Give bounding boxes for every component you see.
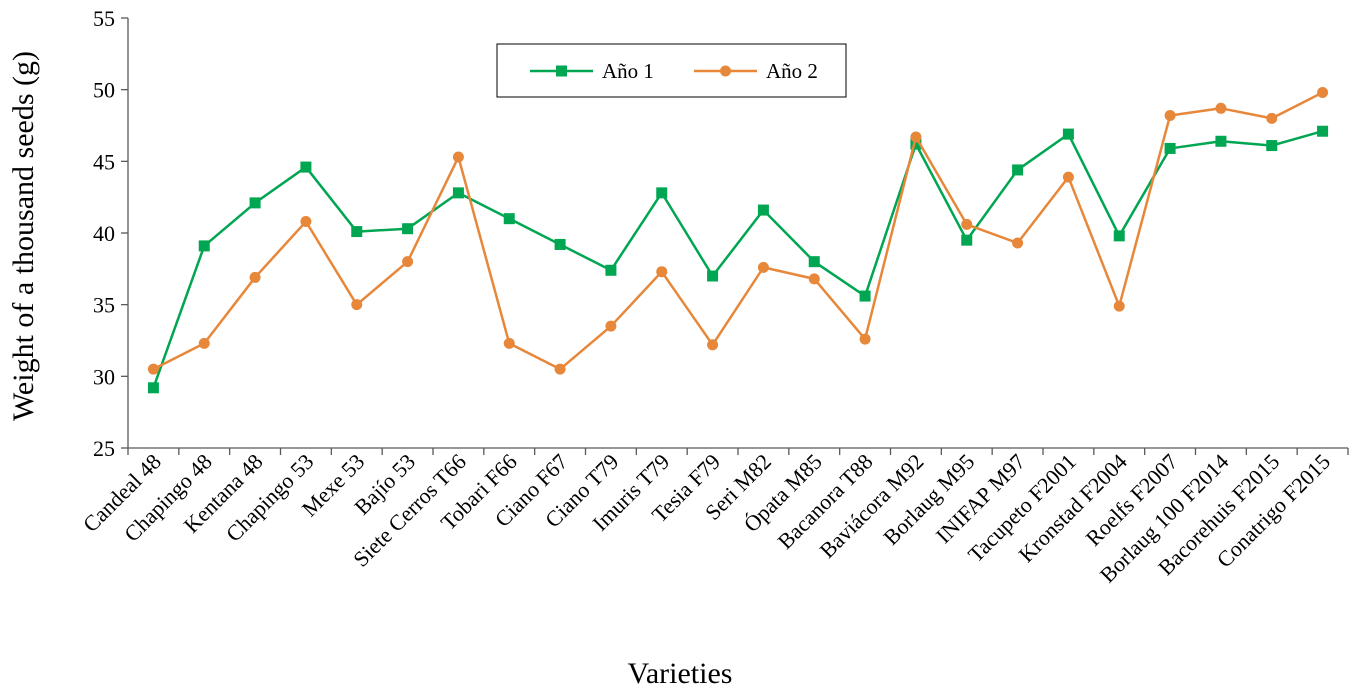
y-tick-label: 25: [93, 436, 115, 461]
data-point: [605, 264, 617, 276]
y-axis-title: Weight of a thousand seeds (g): [7, 51, 40, 421]
series-line: [152, 130, 1323, 389]
data-point: [808, 256, 820, 268]
data-point: [707, 270, 719, 282]
series-2: [147, 87, 1329, 375]
y-tick-label: 55: [93, 6, 115, 31]
data-point: [147, 382, 159, 394]
data-point: [757, 261, 769, 273]
legend-marker: [720, 65, 731, 77]
data-point: [1062, 171, 1074, 183]
data-point: [554, 363, 566, 375]
data-point: [300, 161, 312, 173]
data-point: [1266, 140, 1278, 152]
data-point: [757, 204, 769, 216]
data-point: [351, 226, 363, 238]
data-point: [859, 333, 871, 345]
data-point: [605, 320, 617, 332]
data-point: [402, 223, 414, 235]
data-point: [859, 290, 871, 302]
data-point: [1215, 102, 1227, 114]
y-tick-label: 35: [93, 293, 115, 318]
x-axis-title: Varieties: [628, 657, 733, 690]
data-point: [1164, 142, 1176, 154]
y-tick-label: 50: [93, 78, 115, 103]
data-point: [402, 256, 414, 268]
data-point: [300, 216, 312, 228]
legend: Año 1 Año 2: [496, 43, 847, 98]
data-point: [1012, 164, 1024, 176]
data-point: [198, 240, 210, 252]
y-axis: 25 30 35 40 45 50 55: [93, 6, 129, 461]
data-point: [656, 187, 668, 199]
data-point: [147, 363, 159, 375]
data-point: [1317, 125, 1329, 137]
legend-label: Año 1: [602, 59, 654, 83]
series-1: [147, 125, 1329, 394]
data-point: [1062, 128, 1074, 140]
legend-label: Año 2: [766, 59, 818, 83]
plot-area: [147, 87, 1329, 394]
data-point: [910, 138, 922, 150]
data-point: [249, 271, 261, 283]
data-point: [1012, 237, 1024, 249]
data-point: [1113, 300, 1125, 312]
data-point: [1215, 135, 1227, 147]
data-point: [1164, 109, 1176, 121]
data-point: [249, 197, 261, 209]
data-point: [707, 339, 719, 351]
data-point: [198, 337, 210, 349]
data-point: [452, 151, 464, 163]
data-point: [1317, 87, 1329, 99]
y-tick-label: 45: [93, 149, 115, 174]
y-tick-label: 30: [93, 364, 115, 389]
data-point: [503, 213, 515, 225]
data-point: [656, 266, 668, 278]
y-tick-label: 40: [93, 221, 115, 246]
data-point: [1266, 112, 1278, 124]
data-point: [961, 218, 973, 230]
data-point: [554, 238, 566, 250]
legend-marker: [556, 65, 567, 77]
legend-item-1: Año 1: [530, 59, 654, 83]
data-point: [910, 131, 922, 143]
legend-item-2: Año 2: [694, 59, 818, 83]
data-point: [1113, 230, 1125, 242]
data-point: [351, 299, 363, 311]
data-point: [961, 234, 973, 246]
data-point: [808, 273, 820, 285]
series-line: [152, 91, 1324, 371]
data-point: [503, 337, 515, 349]
data-point: [452, 187, 464, 199]
